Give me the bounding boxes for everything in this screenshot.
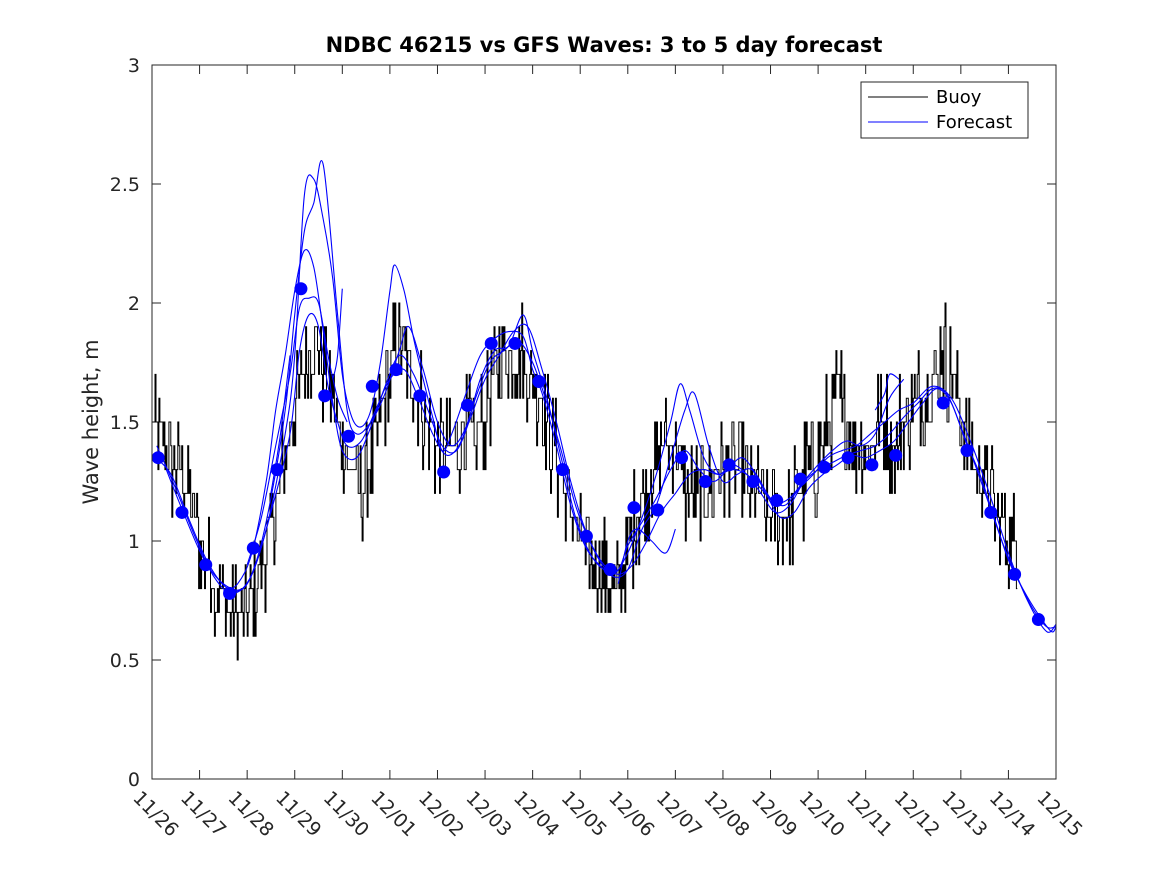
forecast-mean-point xyxy=(1008,567,1022,581)
forecast-mean-point xyxy=(223,586,237,600)
forecast-mean-point xyxy=(865,458,879,472)
forecast-mean-point xyxy=(746,475,760,488)
forecast-run-line xyxy=(270,355,291,494)
forecast-mean-point xyxy=(722,458,736,472)
forecast-mean-point xyxy=(960,444,974,458)
forecast-mean-point xyxy=(246,541,260,555)
legend-forecast-label: Forecast xyxy=(936,112,1012,133)
forecast-mean-point xyxy=(698,475,712,488)
forecast-mean-point xyxy=(841,451,855,465)
forecast-mean-point xyxy=(365,379,379,393)
legend: Buoy Forecast xyxy=(860,81,1029,139)
forecast-mean-point xyxy=(984,505,998,519)
forecast-mean-point xyxy=(318,389,332,403)
forecast-run-line xyxy=(617,528,676,584)
forecast-mean-point xyxy=(460,398,474,412)
y-axis-label: Wave height, m xyxy=(79,339,103,504)
y-tick-label: 1 xyxy=(128,531,140,553)
forecast-mean-point xyxy=(389,363,403,377)
forecast-run-line xyxy=(874,373,900,411)
forecast-mean-point xyxy=(151,451,165,465)
y-tick-label: 0 xyxy=(128,769,140,791)
forecast-mean-point xyxy=(342,429,356,443)
legend-buoy-label: Buoy xyxy=(936,87,982,108)
plot-frame xyxy=(151,64,1057,780)
forecast-mean-point xyxy=(413,389,427,403)
forecast-mean-point xyxy=(817,460,831,474)
forecast-run-line xyxy=(165,160,1057,633)
forecast-mean-point xyxy=(175,505,189,519)
forecast-mean-point xyxy=(579,529,593,543)
forecast-mean-point xyxy=(532,375,546,389)
forecast-mean-point xyxy=(936,396,950,410)
forecast-mean-point xyxy=(556,463,570,477)
forecast-mean-point xyxy=(1031,613,1045,627)
forecast-run-line xyxy=(246,296,348,565)
forecast-mean-point xyxy=(770,494,784,508)
forecast-mean-point xyxy=(270,463,284,477)
legend-box xyxy=(860,81,1029,139)
forecast-series xyxy=(151,160,1057,633)
forecast-mean-point xyxy=(484,336,498,350)
forecast-mean-markers xyxy=(151,282,1045,627)
forecast-mean-point xyxy=(294,282,308,296)
y-tick-label: 2 xyxy=(128,293,140,315)
forecast-mean-point xyxy=(889,448,903,462)
chart-title: NDBC 46215 vs GFS Waves: 3 to 5 day fore… xyxy=(326,33,883,57)
forecast-mean-point xyxy=(437,465,451,479)
forecast-mean-point xyxy=(508,336,522,350)
forecast-mean-point xyxy=(627,501,641,515)
forecast-mean-point xyxy=(651,503,665,517)
forecast-mean-point xyxy=(675,451,689,465)
y-axis-ticks: 0 0.5 1 1.5 2 2.5 3 xyxy=(110,55,1056,791)
forecast-mean-point xyxy=(794,472,808,486)
forecast-run-line xyxy=(151,174,905,592)
forecast-run-line xyxy=(223,249,1057,633)
y-tick-label: 2.5 xyxy=(110,174,140,196)
y-tick-label: 3 xyxy=(128,55,140,77)
y-tick-label: 1.5 xyxy=(110,412,140,434)
y-tick-label: 0.5 xyxy=(110,650,140,672)
forecast-mean-point xyxy=(603,563,617,577)
forecast-run-line xyxy=(332,288,343,380)
forecast-mean-point xyxy=(199,558,213,572)
